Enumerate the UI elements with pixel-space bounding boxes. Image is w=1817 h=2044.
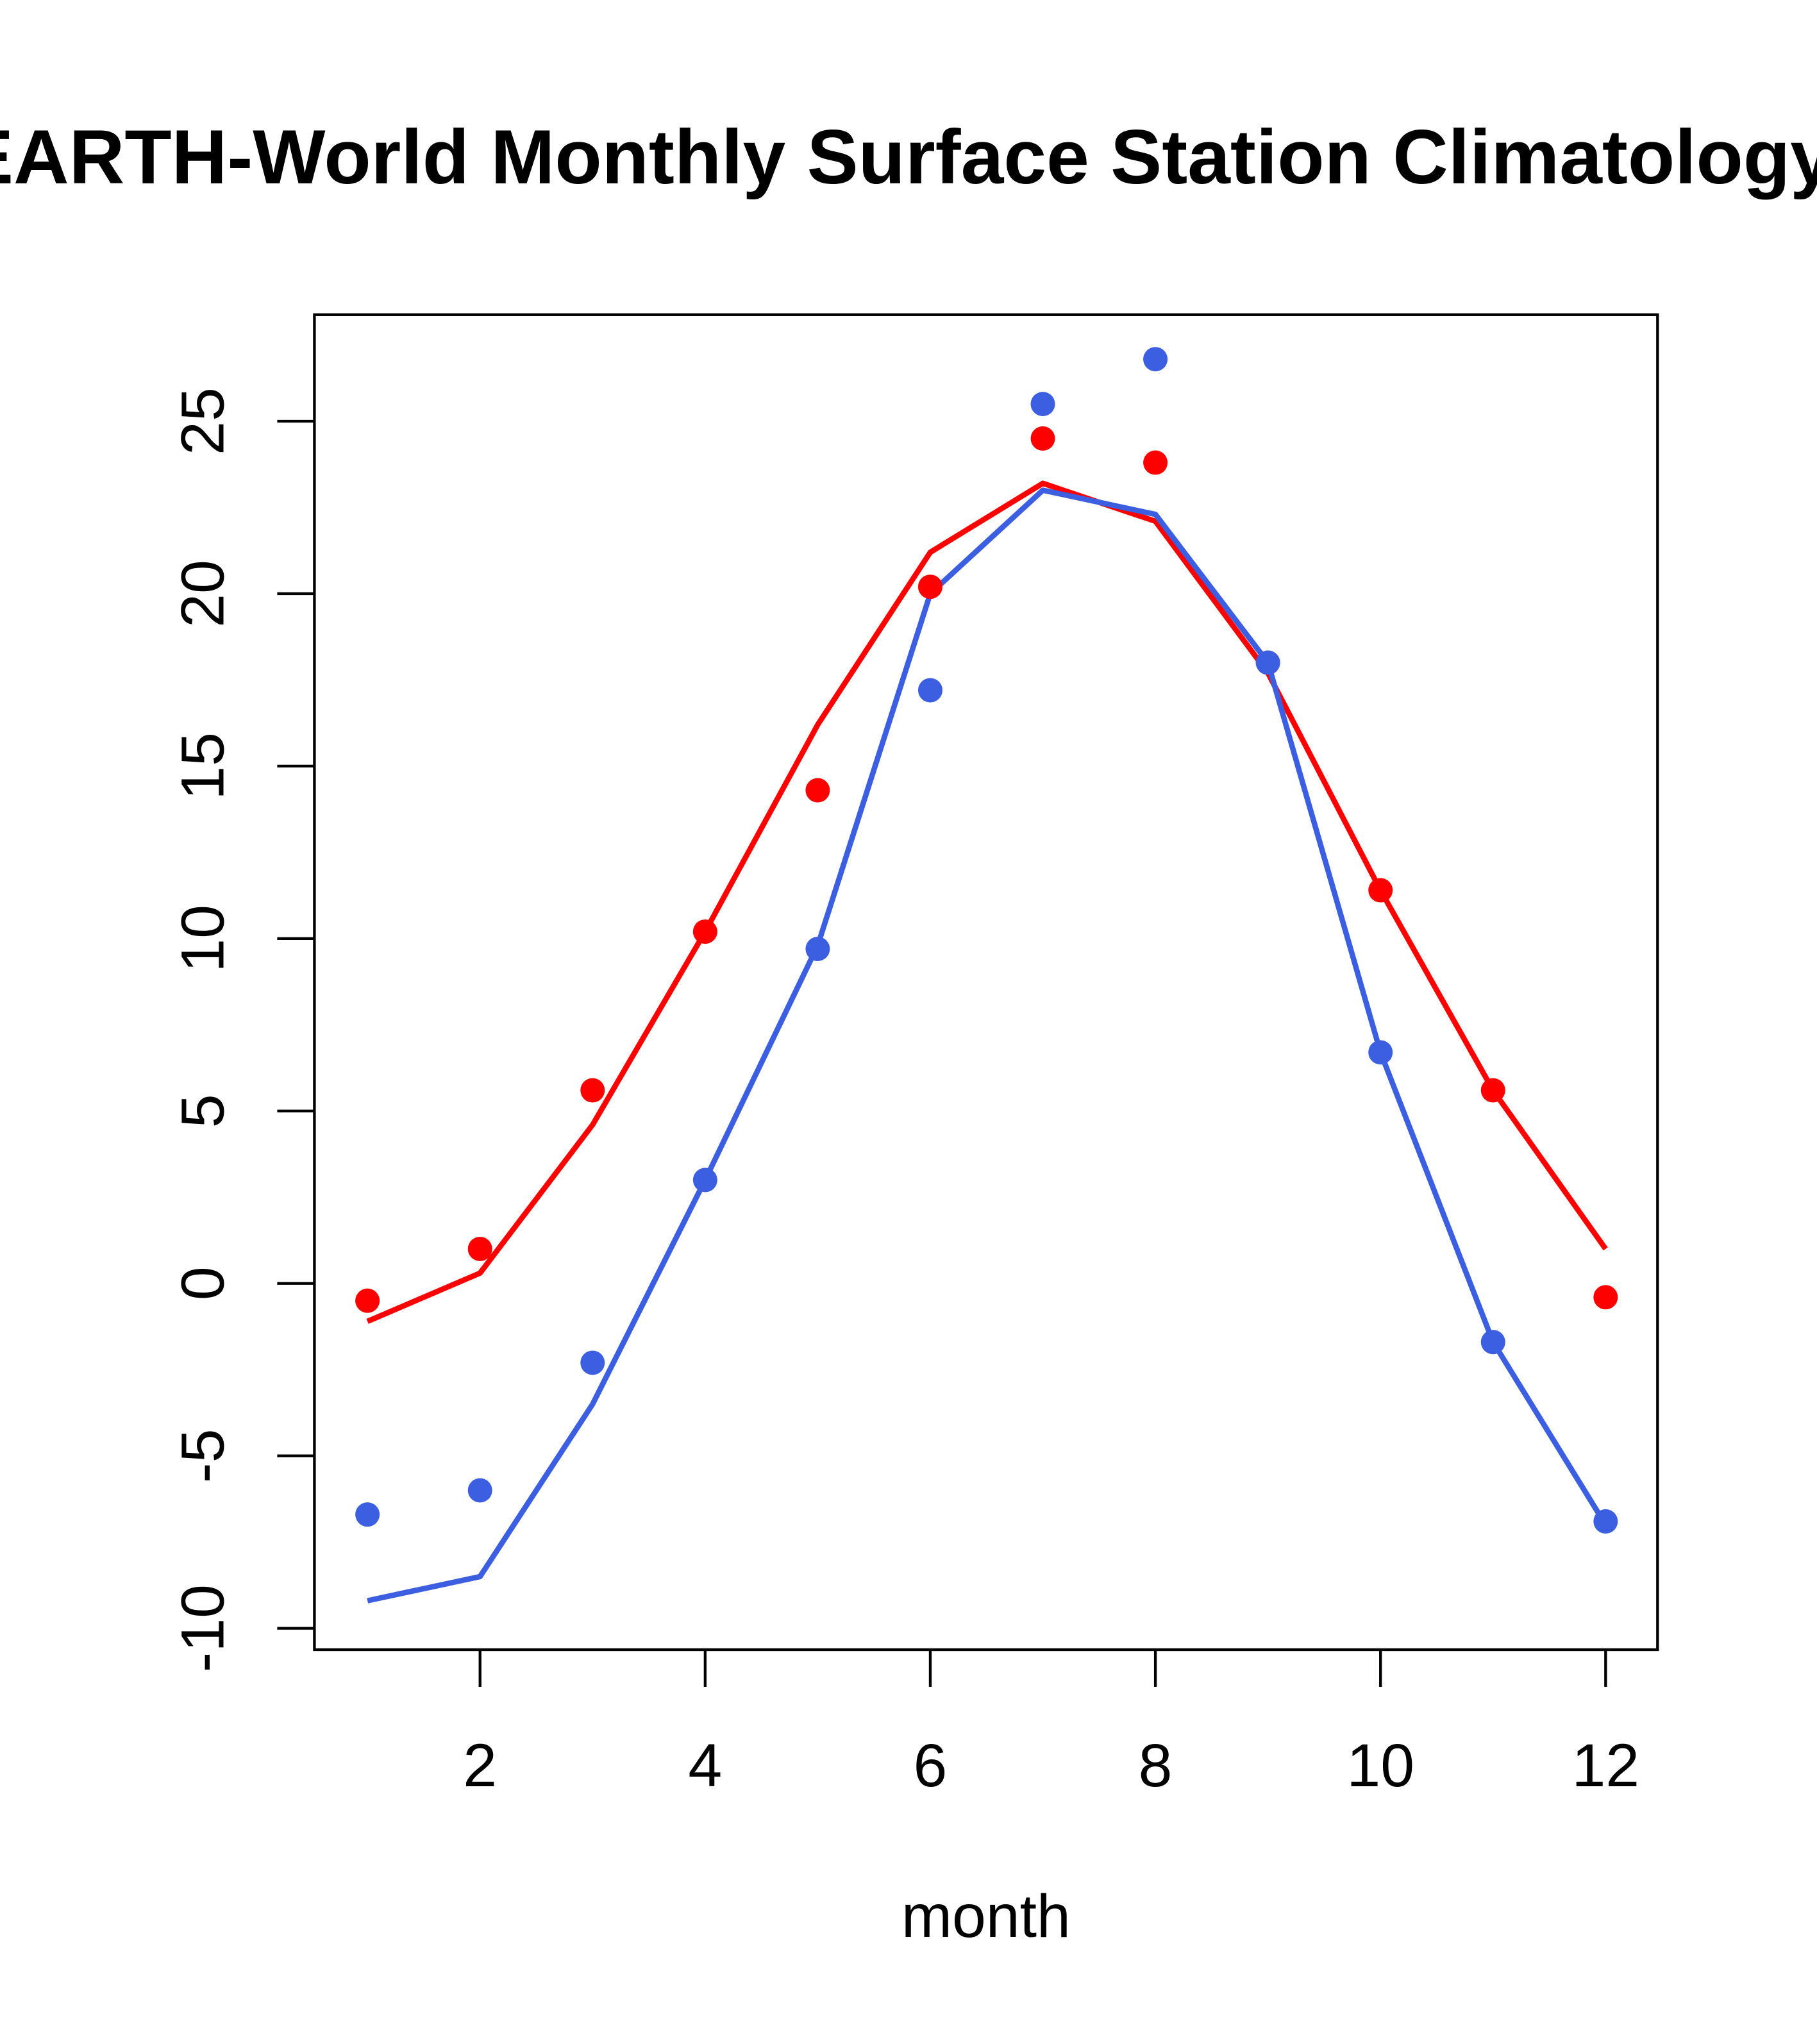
svg-text:12: 12	[1571, 1732, 1639, 1800]
svg-text:8: 8	[1139, 1732, 1173, 1800]
svg-text:10: 10	[169, 905, 237, 973]
svg-text:10: 10	[1346, 1732, 1414, 1800]
svg-text:-5: -5	[169, 1428, 237, 1482]
svg-text:0: 0	[169, 1266, 237, 1300]
svg-text:-10: -10	[169, 1584, 237, 1672]
svg-text:2: 2	[463, 1732, 497, 1800]
svg-text:6: 6	[914, 1732, 948, 1800]
svg-text:20: 20	[169, 560, 237, 628]
svg-text:5: 5	[169, 1094, 237, 1128]
svg-text:15: 15	[169, 732, 237, 800]
svg-text:month: month	[901, 1882, 1071, 1950]
svg-text:25: 25	[169, 387, 237, 455]
svg-text:4: 4	[688, 1732, 722, 1800]
